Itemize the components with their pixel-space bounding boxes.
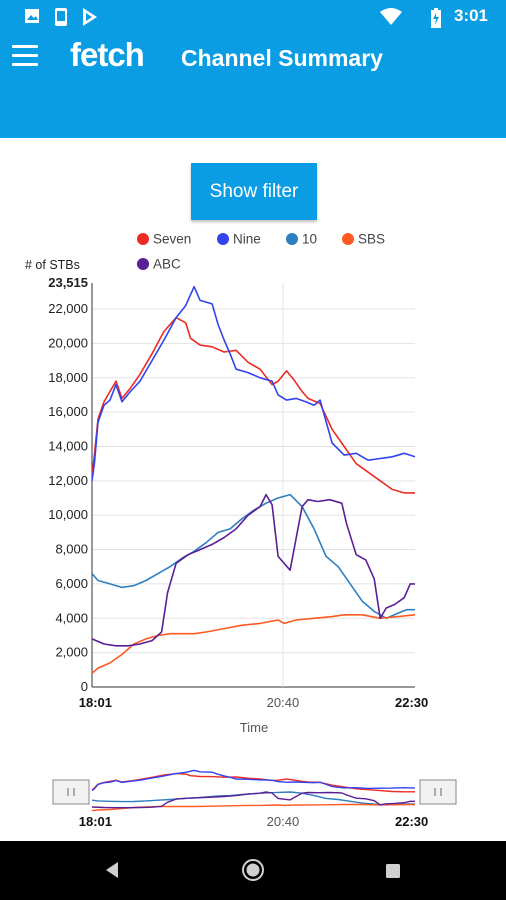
page-title: Channel Summary bbox=[181, 45, 383, 71]
x-tick-label: 20:40 bbox=[267, 695, 300, 710]
y-axis-label: # of STBs bbox=[25, 258, 80, 272]
y-tick-label: 22,000 bbox=[48, 301, 88, 316]
legend-swatch bbox=[137, 258, 149, 270]
legend-swatch bbox=[286, 233, 298, 245]
navigator-series-line bbox=[91, 772, 415, 793]
y-tick-label: 14,000 bbox=[48, 438, 88, 453]
y-tick-label: 0 bbox=[81, 679, 88, 694]
legend-label: Nine bbox=[233, 232, 261, 247]
y-tick-label: 2,000 bbox=[55, 645, 88, 660]
navigator-tick-label: 18:01 bbox=[79, 814, 112, 829]
navigator-series-line bbox=[91, 791, 415, 809]
back-icon[interactable] bbox=[103, 860, 123, 880]
navigator-tick-label: 22:30 bbox=[395, 814, 428, 829]
y-tick-label: 16,000 bbox=[48, 404, 88, 419]
legend-label: ABC bbox=[153, 257, 181, 272]
range-handle-right[interactable] bbox=[419, 779, 457, 805]
series-line bbox=[91, 493, 415, 647]
legend-swatch bbox=[137, 233, 149, 245]
wifi-icon bbox=[380, 8, 402, 25]
x-axis-label: Time bbox=[240, 720, 268, 735]
status-bar: 3:01 bbox=[0, 0, 506, 32]
legend-label: 10 bbox=[302, 232, 317, 247]
y-max-label: 23,515 bbox=[48, 275, 88, 290]
y-tick-label: 6,000 bbox=[55, 576, 88, 591]
navigation-bar bbox=[0, 841, 506, 900]
legend-label: SBS bbox=[358, 232, 385, 247]
play-store-icon bbox=[83, 8, 97, 26]
series-line bbox=[91, 285, 416, 481]
x-tick-label: 18:01 bbox=[79, 695, 112, 710]
app-logo: fetch bbox=[70, 36, 145, 73]
range-handle-left[interactable] bbox=[52, 779, 90, 805]
legend-label: Seven bbox=[153, 232, 191, 247]
x-tick-label: 22:30 bbox=[395, 695, 428, 710]
battery-icon bbox=[431, 8, 441, 28]
status-time: 3:01 bbox=[453, 6, 488, 25]
y-tick-label: 4,000 bbox=[55, 610, 88, 625]
navigator-series-line bbox=[91, 769, 416, 792]
y-tick-label: 18,000 bbox=[48, 370, 88, 385]
image-icon bbox=[25, 9, 39, 23]
phone-icon bbox=[55, 8, 67, 26]
hamburger-menu-icon[interactable] bbox=[12, 45, 38, 67]
series-line bbox=[91, 316, 415, 494]
series-line bbox=[91, 493, 415, 620]
y-tick-label: 8,000 bbox=[55, 542, 88, 557]
app-bar bbox=[0, 32, 506, 138]
y-tick-label: 12,000 bbox=[48, 473, 88, 488]
legend-swatch bbox=[217, 233, 229, 245]
navigator-tick-label: 20:40 bbox=[267, 814, 300, 829]
legend-swatch bbox=[342, 233, 354, 245]
show-filter-button[interactable]: Show filter bbox=[191, 163, 317, 220]
y-tick-label: 10,000 bbox=[48, 507, 88, 522]
home-icon[interactable] bbox=[241, 858, 265, 882]
y-tick-label: 20,000 bbox=[48, 335, 88, 350]
line-chart: 0 2,000 4,000 6,000 8,000 10,000 12,000 14,000 1… bbox=[25, 232, 457, 829]
recents-icon[interactable] bbox=[385, 863, 401, 879]
